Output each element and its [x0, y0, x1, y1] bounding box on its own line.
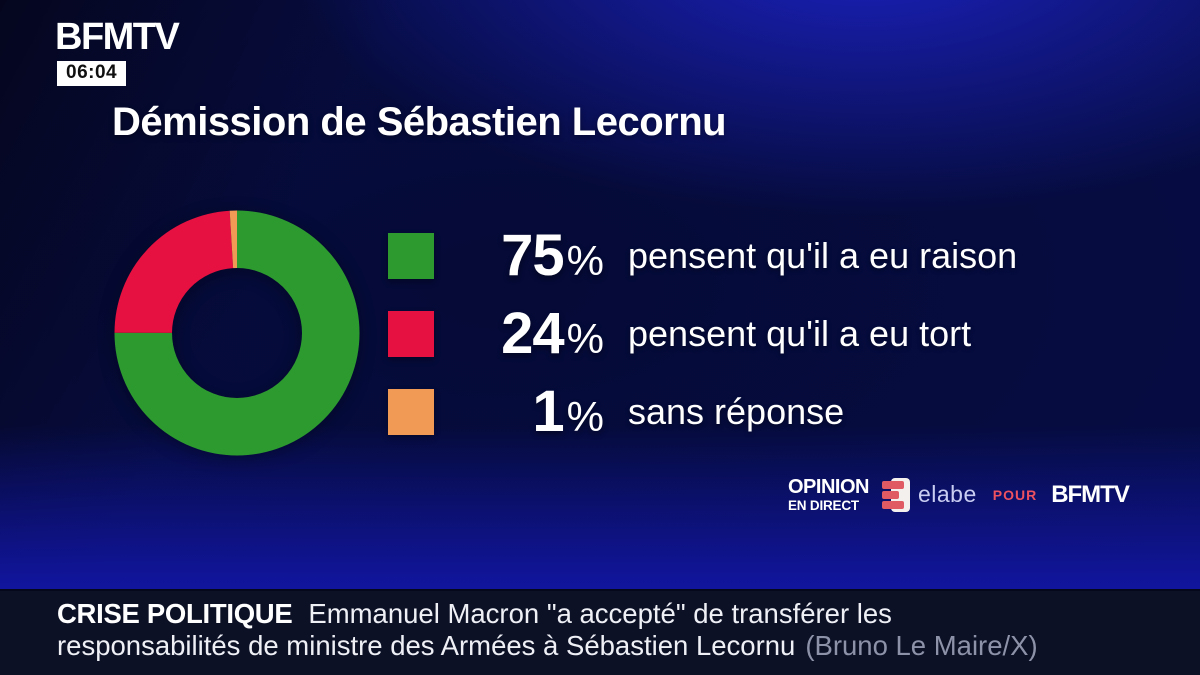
page-title: Démission de Sébastien Lecornu [112, 100, 727, 144]
ticker-text-1: Emmanuel Macron "a accepté" de transfére… [308, 598, 892, 629]
donut-chart [114, 210, 360, 456]
ticker-line-2: responsabilités de ministre des Armées à… [57, 630, 1160, 662]
program-logo: OPINION EN DIRECT [788, 477, 869, 513]
network-name: BFMTV [1051, 480, 1130, 508]
legend-swatch [388, 310, 434, 357]
legend-swatch [388, 388, 434, 435]
legend-label: pensent qu'il a eu tort [628, 312, 972, 354]
legend-item: 75% pensent qu'il a eu raison [388, 223, 1018, 288]
legend-label: pensent qu'il a eu raison [628, 234, 1018, 276]
legend-percentage: 24% [501, 301, 604, 366]
legend-label: sans réponse [628, 390, 845, 432]
ticker-text-2: responsabilités de ministre des Armées à… [57, 630, 796, 661]
bfmtv-logo: BFMTV [55, 16, 180, 58]
donut-segments [114, 210, 360, 456]
legend-swatch [388, 232, 434, 279]
ticker-line-1: CRISE POLITIQUE Emmanuel Macron "a accept… [57, 598, 1160, 630]
donut-chart-svg [114, 210, 360, 456]
chart-legend: 75% pensent qu'il a eu raison 24% pensen… [388, 223, 1018, 466]
ticker-tag: CRISE POLITIQUE [57, 598, 293, 629]
ticker-credit: (Bruno Le Maire/X) [805, 630, 1038, 661]
background-glow [0, 425, 1200, 589]
program-logo-line2: EN DIRECT [788, 498, 859, 513]
elabe-icon [881, 477, 910, 512]
legend-percentage: 75% [501, 223, 604, 288]
news-ticker: CRISE POLITIQUE Emmanuel Macron "a accept… [0, 589, 1200, 675]
program-logo-line1: OPINION [788, 476, 869, 498]
time-badge: 06:04 [57, 61, 127, 86]
legend-item: 24% pensent qu'il a eu tort [388, 301, 1017, 366]
legend-item: 1% sans réponse [388, 379, 1017, 444]
legend-percentage: 1% [532, 379, 604, 444]
donut-segment-2 [114, 210, 360, 456]
pollster-name: elabe [917, 481, 977, 508]
pollster-branding: OPINION EN DIRECT elabe POUR BFMTV [788, 477, 1130, 513]
pour-label: POUR [992, 486, 1038, 503]
